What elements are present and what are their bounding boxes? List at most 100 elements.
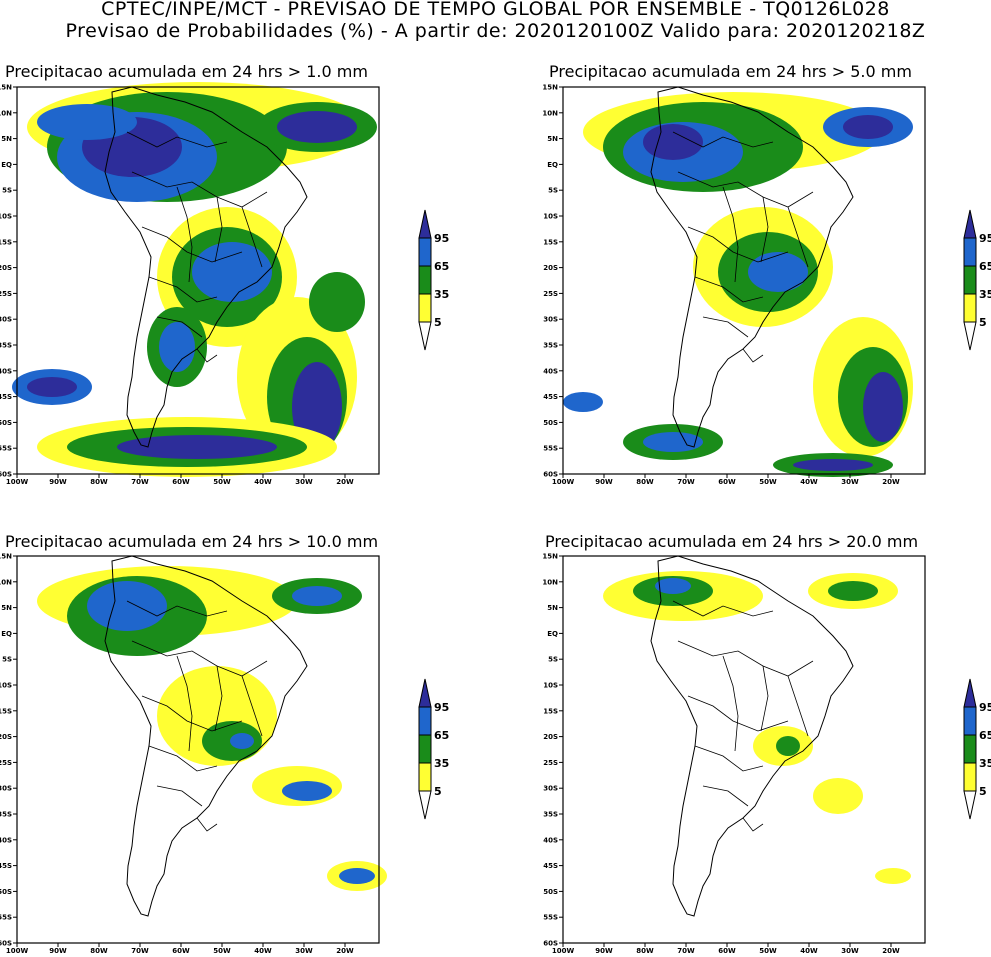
legend-band-65 <box>418 706 432 736</box>
probability-fields <box>563 92 913 477</box>
legend-cap-top <box>963 209 977 239</box>
country-border <box>702 785 749 807</box>
probability-area-95 <box>643 124 703 160</box>
country-border <box>687 226 789 263</box>
lat-label: 5N <box>1 604 12 612</box>
lat-label: 10N <box>542 578 558 586</box>
probability-area-65 <box>292 586 342 606</box>
legend-band-65 <box>963 237 977 267</box>
lat-label: 45S <box>0 862 12 870</box>
lat-label: 50S <box>543 888 558 896</box>
lon-label: 80W <box>636 478 654 486</box>
lat-label: 50S <box>0 888 12 896</box>
panel-4-map: 15N 10N 5N EQ 5S 10S 15S 20S 25S 30S 35S 40S 45S 50S 5… <box>542 553 926 955</box>
lat-label: 45S <box>543 862 558 870</box>
lat-label: 25S <box>0 759 12 767</box>
lat-label: 15S <box>543 707 558 715</box>
coastline <box>104 555 308 917</box>
lon-label: 20W <box>336 478 354 486</box>
country-border <box>126 600 228 617</box>
legend-band-5 <box>963 762 977 792</box>
lat-label: EQ <box>1 161 12 169</box>
country-border <box>760 196 769 263</box>
legend-label-35: 35 <box>434 757 449 770</box>
probability-area-95 <box>863 372 903 442</box>
lat-label: 60S <box>543 940 558 948</box>
country-border <box>672 131 774 148</box>
legend-label-95: 95 <box>979 232 991 245</box>
lon-label: 50W <box>759 947 777 955</box>
probability-area-65 <box>87 581 167 631</box>
legend-label-65: 65 <box>434 260 449 273</box>
lat-label: 5N <box>547 135 558 143</box>
lon-label: 100W <box>552 947 575 955</box>
country-border <box>126 131 228 148</box>
panel-2-title: Precipitacao acumulada em 24 hrs > 5.0 m… <box>549 62 912 81</box>
legend-band-65 <box>963 706 977 736</box>
lon-label: 20W <box>882 478 900 486</box>
lon-label: 30W <box>295 478 313 486</box>
lat-label: 5S <box>2 656 12 664</box>
lat-label: 15N <box>0 84 12 92</box>
country-border <box>787 206 809 268</box>
panel-4-title: Precipitacao acumulada em 24 hrs > 20.0 … <box>545 532 919 551</box>
lon-label: 80W <box>90 947 108 955</box>
legend-cap-bottom <box>418 321 432 351</box>
lat-label: 10N <box>0 578 12 586</box>
lon-label: 90W <box>49 947 67 955</box>
figure-title-line2: Previsao de Probabilidades (%) - A parti… <box>65 20 926 42</box>
legend-cap-top <box>963 678 977 708</box>
probability-area-35 <box>776 736 800 756</box>
country-border <box>141 695 243 732</box>
lat-label: 40S <box>543 367 558 375</box>
coastline <box>650 555 854 917</box>
probability-area-65 <box>643 432 703 452</box>
country-border <box>677 171 814 208</box>
lon-label: 70W <box>131 947 149 955</box>
lat-label: 45S <box>0 393 12 401</box>
lon-label: 40W <box>800 478 818 486</box>
lat-label: 40S <box>0 367 12 375</box>
map-frame <box>562 86 926 475</box>
legend-band-35 <box>418 734 432 764</box>
lat-label: 15N <box>542 553 558 561</box>
legend-label-5: 5 <box>434 316 442 329</box>
panel-1-title: Precipitacao acumulada em 24 hrs > 1.0 m… <box>5 62 368 81</box>
probability-area-65 <box>230 733 254 749</box>
probability-area-65 <box>563 392 603 412</box>
country-border <box>742 817 764 832</box>
legend-band-35 <box>418 265 432 295</box>
lon-label: 50W <box>759 478 777 486</box>
lat-label: 5N <box>547 604 558 612</box>
lat-label: 35S <box>0 811 12 819</box>
country-border <box>176 655 193 752</box>
legend-band-5 <box>963 293 977 323</box>
probability-area-5 <box>813 778 863 814</box>
probability-area-95 <box>277 111 357 143</box>
legend-label-95: 95 <box>434 232 449 245</box>
probability-area-5 <box>875 868 911 884</box>
map-background <box>563 556 925 943</box>
legend-cap-top <box>418 678 432 708</box>
lat-label: 25S <box>543 759 558 767</box>
legend-band-35 <box>963 734 977 764</box>
lat-label: 30S <box>0 316 12 324</box>
lat-label: 40S <box>0 836 12 844</box>
lat-label: 25S <box>543 290 558 298</box>
lat-label: 55S <box>0 914 12 922</box>
panel-2-legend: 95 65 35 5 <box>963 209 991 351</box>
legend-label-95: 95 <box>434 701 449 714</box>
coastline <box>104 86 308 448</box>
lat-label: 15N <box>0 553 12 561</box>
lat-label: 20S <box>0 733 12 741</box>
probability-area-65 <box>339 868 375 884</box>
legend-label-5: 5 <box>434 785 442 798</box>
probability-area-65 <box>192 242 272 302</box>
lat-label: 15S <box>543 238 558 246</box>
probability-area-65 <box>748 252 808 292</box>
probability-fields <box>12 82 377 477</box>
legend-label-35: 35 <box>979 288 991 301</box>
probability-area-65 <box>37 104 137 140</box>
legend-label-5: 5 <box>979 785 987 798</box>
lat-label: 25S <box>0 290 12 298</box>
